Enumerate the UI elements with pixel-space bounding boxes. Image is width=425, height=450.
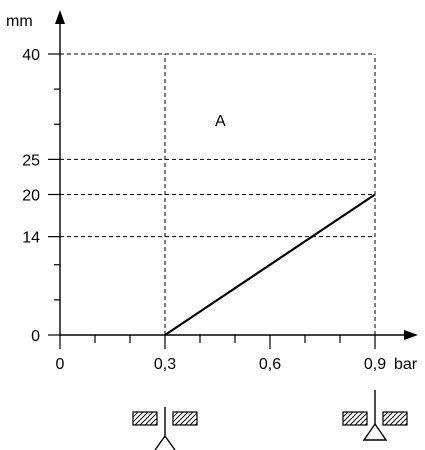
series-line-0 (164, 193, 376, 336)
x-tick-label-3: 0,9 (364, 356, 386, 373)
x-tick-label-2: 0,6 (259, 356, 281, 373)
y-tick-label-3: 25 (22, 152, 40, 169)
hatch-right-1 (382, 411, 408, 426)
hatch-left-0 (132, 411, 158, 426)
valve-symbols (132, 390, 408, 450)
region-label: A (215, 113, 226, 130)
x-tick-label-1: 0,3 (154, 356, 176, 373)
axes (55, 10, 418, 340)
x-axis-arrow (404, 330, 418, 340)
y-tick-label-2: 20 (22, 188, 40, 205)
x-tick-label-0: 0 (56, 356, 65, 373)
x-axis-label: bar (394, 356, 418, 373)
y-axis-label: mm (6, 13, 33, 30)
valve-closed-icon (342, 390, 408, 441)
valve-open-icon (132, 407, 198, 450)
y-axis-arrow (55, 10, 65, 24)
hatch-right-0 (172, 411, 198, 426)
ticks: 0 14 20 25 40 0 0,3 0,6 0,9 (22, 47, 386, 373)
y-tick-label-0: 0 (31, 328, 40, 345)
grid-layer (60, 53, 376, 335)
y-tick-label-1: 14 (22, 230, 40, 247)
labels: mm bar A (6, 13, 418, 373)
series-layer (164, 193, 376, 336)
hatch-left-1 (342, 411, 368, 426)
y-tick-label-4: 40 (22, 47, 40, 64)
